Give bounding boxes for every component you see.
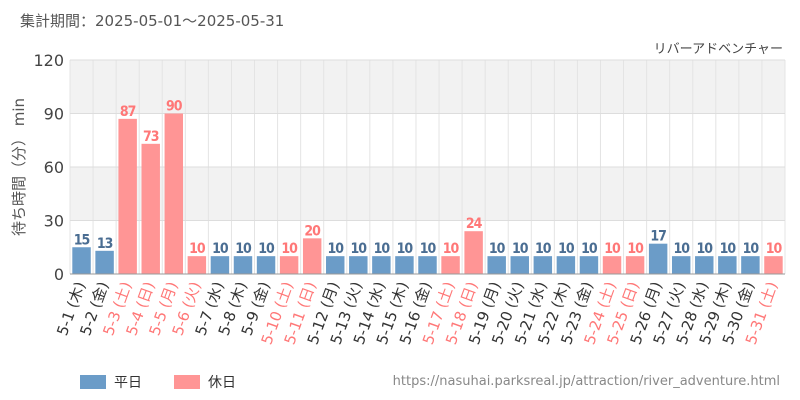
data-label: 10 <box>281 241 298 257</box>
data-label: 10 <box>351 241 368 257</box>
bar <box>718 256 737 274</box>
bar <box>533 256 553 274</box>
y-tick-label: 120 <box>33 51 64 70</box>
data-label: 10 <box>604 241 621 257</box>
data-label: 10 <box>212 241 229 257</box>
y-tick-label: 0 <box>54 265 64 284</box>
data-label: 10 <box>327 241 344 257</box>
bar <box>556 256 576 274</box>
y-tick-label: 30 <box>44 212 64 231</box>
data-label: 20 <box>304 223 321 239</box>
bar <box>279 256 299 274</box>
bar <box>95 250 114 274</box>
bar <box>625 256 645 274</box>
data-label: 10 <box>558 241 575 257</box>
bar <box>302 238 322 274</box>
data-label: 15 <box>74 232 90 248</box>
collection-period: 集計期間：2025-05-01～2025-05-31 <box>20 12 285 30</box>
data-label: 17 <box>650 229 666 245</box>
bar <box>372 256 391 274</box>
bar <box>579 256 599 274</box>
legend-item-holiday: 休日 <box>174 372 236 392</box>
bar <box>233 256 253 274</box>
bar <box>118 118 137 274</box>
plot-band <box>70 60 785 114</box>
legend: 平日 休日 <box>80 372 268 392</box>
data-label: 10 <box>489 241 506 257</box>
bar <box>164 113 184 274</box>
weekday-swatch <box>80 375 106 389</box>
bar <box>487 256 506 274</box>
bar <box>210 256 230 274</box>
bar <box>648 243 668 274</box>
bar <box>695 256 714 274</box>
data-label: 10 <box>235 241 252 257</box>
data-label: 10 <box>581 241 598 257</box>
bar <box>141 143 160 274</box>
bar <box>671 256 691 274</box>
plot-band <box>70 113 785 167</box>
y-tick-label: 60 <box>44 158 64 177</box>
y-tick-label: 90 <box>44 105 64 124</box>
legend-label-weekday: 平日 <box>114 375 142 391</box>
data-label: 10 <box>535 241 552 257</box>
data-label: 24 <box>466 216 483 232</box>
data-label: 10 <box>443 241 460 257</box>
data-label: 10 <box>374 241 391 257</box>
bar <box>395 256 414 274</box>
data-label: 10 <box>697 241 714 257</box>
data-label: 87 <box>120 104 136 120</box>
y-axis-title: 待ち時間（分） min <box>10 98 28 236</box>
data-label: 90 <box>166 99 183 115</box>
data-label: 10 <box>258 241 275 257</box>
bar <box>256 256 276 274</box>
bar <box>187 256 207 274</box>
data-label: 13 <box>97 236 113 252</box>
bar <box>418 256 437 274</box>
chart-title: リバーアドベンチャー <box>654 42 783 57</box>
bar <box>764 256 783 274</box>
bar <box>349 256 368 274</box>
data-label: 10 <box>512 241 529 257</box>
source-url: https://nasuhai.parksreal.jp/attraction/… <box>392 374 780 389</box>
data-label: 10 <box>189 241 206 257</box>
bar <box>72 247 91 274</box>
plot-band <box>70 167 785 221</box>
data-label: 10 <box>720 241 737 257</box>
bar <box>741 256 760 274</box>
data-label: 10 <box>766 241 783 257</box>
data-label: 10 <box>397 241 414 257</box>
bar <box>464 231 483 274</box>
bar <box>510 256 529 274</box>
data-label: 73 <box>143 129 159 145</box>
data-label: 10 <box>673 241 690 257</box>
holiday-swatch <box>174 375 200 389</box>
bar <box>326 256 345 274</box>
bar <box>602 256 622 274</box>
legend-label-holiday: 休日 <box>208 375 236 391</box>
bar <box>441 256 460 274</box>
data-label: 10 <box>627 241 644 257</box>
data-label: 10 <box>420 241 437 257</box>
data-label: 10 <box>743 241 760 257</box>
legend-item-weekday: 平日 <box>80 372 142 392</box>
